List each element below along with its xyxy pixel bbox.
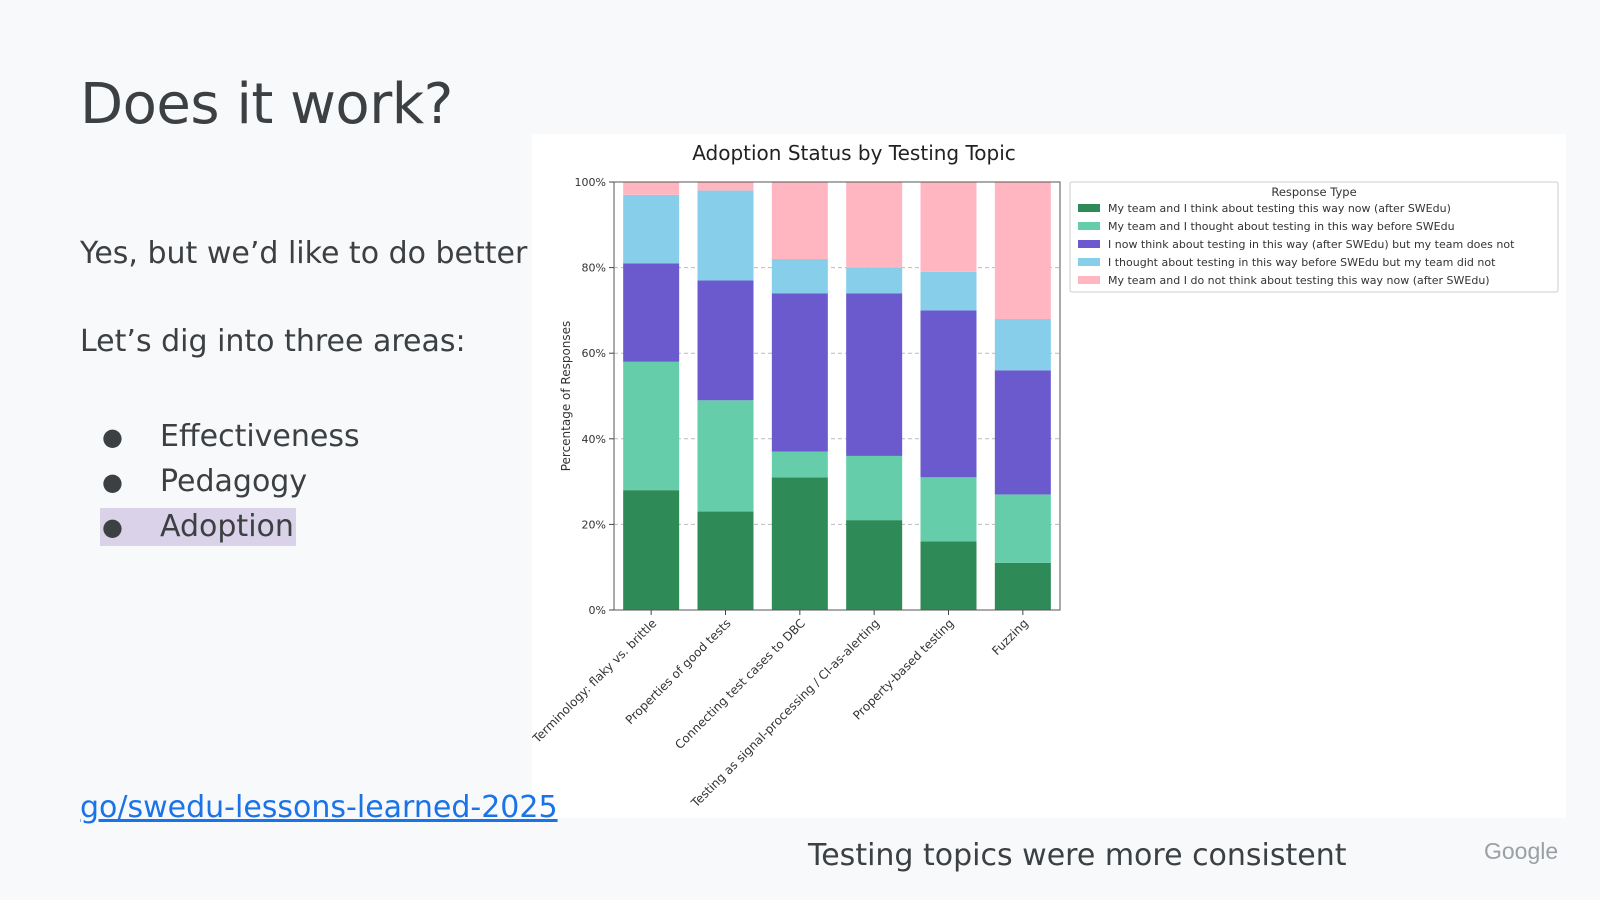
- intro-text: Yes, but we’d like to do better: [80, 236, 528, 271]
- legend-box: [1069, 181, 1559, 293]
- highlighted-bullet: ● Adoption: [100, 508, 296, 546]
- bar-segment: [846, 520, 903, 610]
- legend-swatch: [1078, 222, 1100, 230]
- bar-segment: [697, 280, 754, 401]
- bar-segment: [623, 490, 680, 610]
- bar-segment: [771, 477, 828, 610]
- areas-list: ● Effectiveness ● Pedagogy ● Adoption: [100, 418, 360, 553]
- bar-segment: [920, 541, 977, 610]
- bar-segment: [697, 190, 754, 281]
- bar-segment: [771, 182, 828, 260]
- y-tick-label: 100%: [575, 176, 606, 189]
- legend-entry: My team and I do not think about testing…: [1108, 274, 1490, 287]
- bar-segment: [846, 267, 903, 294]
- y-tick-label: 20%: [582, 518, 606, 531]
- legend-entry: I thought about testing in this way befo…: [1108, 256, 1496, 269]
- x-tick-label: Connecting test cases to DBC: [672, 616, 808, 752]
- legend-swatch: [1078, 258, 1100, 266]
- bullet-icon: ●: [102, 423, 123, 451]
- bar-segment: [697, 400, 754, 512]
- bar-segment: [623, 361, 680, 491]
- bar-segment: [697, 182, 754, 191]
- bar-segment: [771, 451, 828, 478]
- legend-swatch: [1078, 204, 1100, 212]
- plot-frame: [613, 181, 1061, 611]
- bar-segment: [846, 293, 903, 456]
- legend-swatch: [1078, 240, 1100, 248]
- bullet-icon: ●: [102, 513, 123, 541]
- bar-segment: [846, 455, 903, 521]
- list-item: ● Effectiveness: [100, 418, 360, 463]
- areas-intro-text: Let’s dig into three areas:: [80, 324, 466, 359]
- y-tick-label: 80%: [582, 262, 606, 275]
- legend-entry: My team and I think about testing this w…: [1108, 202, 1451, 215]
- legend-entry: I now think about testing in this way (a…: [1108, 238, 1515, 251]
- bullet-pedagogy: Pedagogy: [160, 464, 308, 499]
- y-tick-label: 60%: [582, 347, 606, 360]
- bar-segment: [994, 494, 1051, 563]
- bar-segment: [994, 370, 1051, 495]
- legend-title: Response Type: [1271, 185, 1356, 199]
- list-item: ● Pedagogy: [100, 463, 360, 508]
- bar-segment: [697, 511, 754, 610]
- chart-title: Adoption Status by Testing Topic: [692, 141, 1016, 165]
- x-tick-label: Terminology: flaky vs. brittle: [532, 616, 659, 746]
- bar-segment: [920, 310, 977, 478]
- legend-entry: My team and I thought about testing in t…: [1108, 220, 1455, 233]
- bar-segment: [623, 263, 680, 362]
- bullet-icon: ●: [102, 468, 123, 496]
- y-tick-label: 40%: [582, 433, 606, 446]
- bar-segment: [994, 562, 1051, 610]
- bar-segment: [994, 318, 1051, 371]
- y-axis-label: Percentage of Responses: [559, 321, 573, 472]
- slide-title: Does it work?: [80, 72, 453, 137]
- bar-segment: [994, 182, 1051, 319]
- slide-caption: Testing topics were more consistent: [808, 838, 1347, 873]
- y-tick-label: 0%: [589, 604, 606, 617]
- bullet-adoption: Adoption: [160, 509, 294, 544]
- lessons-learned-link[interactable]: go/swedu-lessons-learned-2025: [80, 790, 558, 825]
- bullet-effectiveness: Effectiveness: [160, 419, 360, 454]
- adoption-chart: Adoption Status by Testing Topic 0% 20% 40%…: [529, 141, 1559, 811]
- bar-segment: [920, 271, 977, 311]
- legend-swatch: [1078, 276, 1100, 284]
- bar-segment: [846, 182, 903, 268]
- bar-segment: [623, 194, 680, 264]
- bar-segment: [623, 182, 680, 195]
- bar-segment: [771, 259, 828, 294]
- bar-segment: [920, 477, 977, 542]
- list-item: ● Adoption: [100, 508, 360, 553]
- google-logo: Google: [1484, 838, 1559, 864]
- x-tick-label: Fuzzing: [989, 616, 1031, 658]
- bar-segment: [920, 182, 977, 272]
- bar-segment: [771, 293, 828, 452]
- chart-panel: Adoption Status by Testing Topic 0% 20% 40%…: [529, 134, 1566, 818]
